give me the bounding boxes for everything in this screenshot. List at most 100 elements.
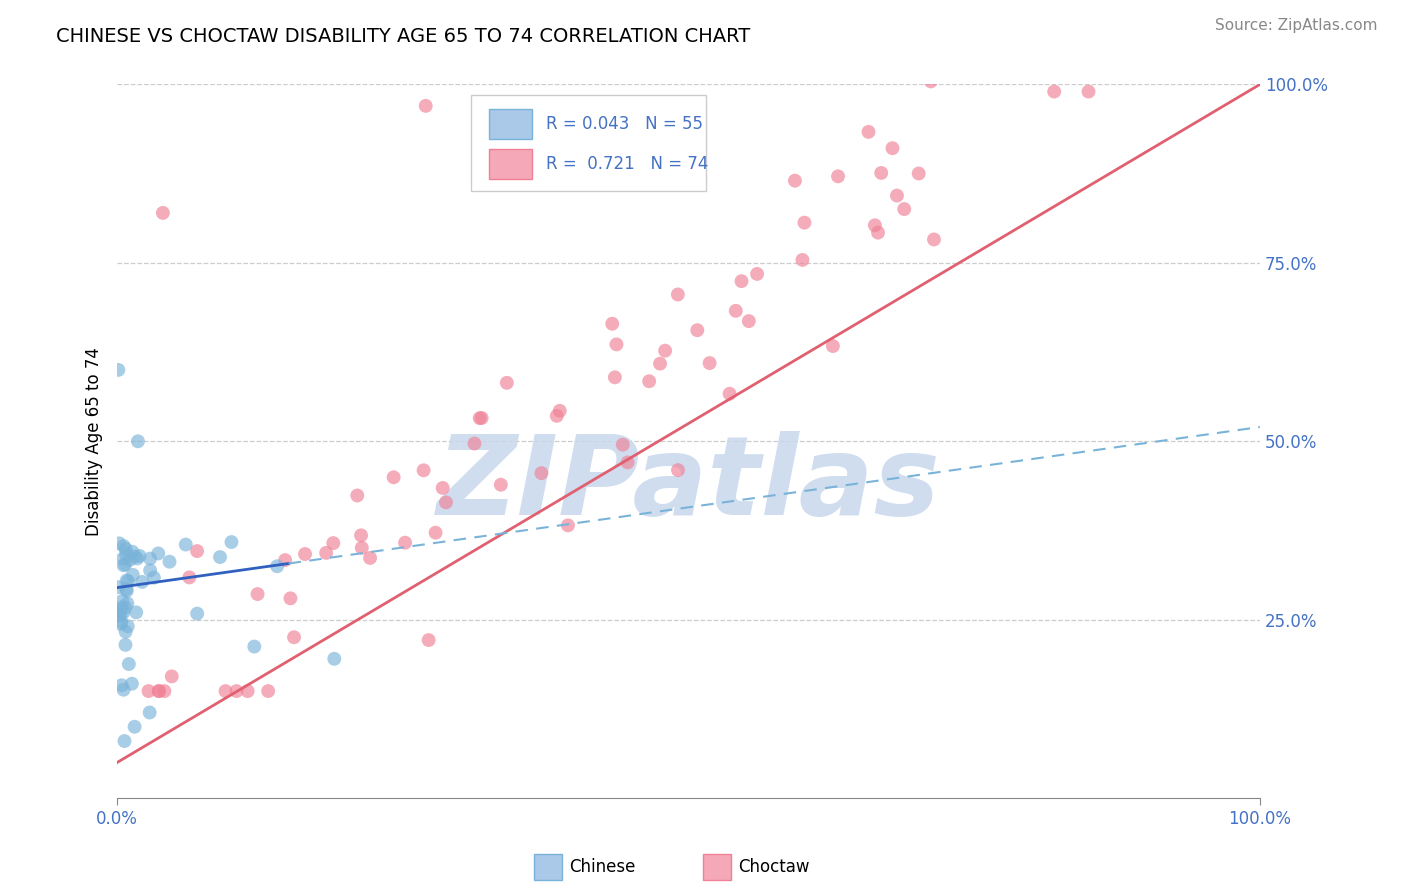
Point <box>858 125 880 139</box>
Point <box>718 386 741 401</box>
Point <box>266 559 288 574</box>
Point <box>148 684 170 698</box>
Point <box>745 267 768 281</box>
Point <box>153 684 176 698</box>
Point <box>110 603 132 617</box>
Point <box>110 678 132 692</box>
Point <box>115 548 138 562</box>
Point <box>882 141 904 155</box>
Point <box>792 252 814 267</box>
Point <box>111 594 134 608</box>
Point <box>114 624 136 639</box>
Point <box>148 546 170 560</box>
Text: ZIPatlas: ZIPatlas <box>437 431 941 538</box>
Point <box>546 409 568 423</box>
Point <box>394 535 416 549</box>
Point <box>322 536 344 550</box>
Point <box>350 541 373 555</box>
Point <box>323 652 346 666</box>
Point <box>186 544 208 558</box>
Point <box>557 518 579 533</box>
Point <box>117 619 139 633</box>
Point <box>638 374 661 388</box>
Point <box>724 303 747 318</box>
Point <box>112 558 135 573</box>
Point <box>179 570 201 584</box>
Point <box>110 615 132 629</box>
Point <box>600 317 623 331</box>
Point <box>699 356 721 370</box>
Point <box>110 608 132 623</box>
Point <box>112 551 135 566</box>
Point <box>783 174 806 188</box>
Point <box>280 591 302 606</box>
Point <box>530 466 553 480</box>
Point <box>616 455 638 469</box>
Point <box>418 633 440 648</box>
Text: Choctaw: Choctaw <box>738 858 810 876</box>
Text: Chinese: Chinese <box>569 858 636 876</box>
Point <box>274 553 297 567</box>
Point <box>121 567 143 582</box>
Point <box>121 677 143 691</box>
Point <box>112 682 135 697</box>
Point <box>112 606 135 620</box>
Point <box>115 582 138 596</box>
Point <box>666 463 689 477</box>
Point <box>382 470 405 484</box>
Point <box>221 535 243 549</box>
Point <box>127 434 149 449</box>
Point <box>730 274 752 288</box>
Point <box>138 706 160 720</box>
Point <box>654 343 676 358</box>
FancyBboxPatch shape <box>488 149 531 179</box>
Point <box>1043 85 1066 99</box>
Point <box>124 549 146 564</box>
Point <box>1077 85 1099 99</box>
Point <box>471 411 494 425</box>
Point <box>489 477 512 491</box>
Point <box>827 169 849 184</box>
Point <box>125 606 148 620</box>
Point <box>110 617 132 632</box>
Point <box>415 99 437 113</box>
Point <box>257 684 280 698</box>
Point <box>107 605 129 619</box>
Point <box>907 166 929 180</box>
Point <box>115 583 138 598</box>
Point <box>548 404 571 418</box>
Point <box>107 580 129 594</box>
Point <box>243 640 266 654</box>
Point <box>246 587 269 601</box>
Point <box>686 323 709 337</box>
Point <box>112 539 135 553</box>
Point <box>605 337 627 351</box>
Point <box>114 558 136 572</box>
Point <box>463 436 485 450</box>
Point <box>124 720 146 734</box>
Point <box>139 551 162 566</box>
Point <box>432 481 454 495</box>
Point <box>236 684 259 698</box>
Point <box>603 370 626 384</box>
Point <box>115 574 138 588</box>
Point <box>121 545 143 559</box>
Point <box>114 541 136 556</box>
Point <box>160 669 183 683</box>
Point <box>174 538 197 552</box>
Point <box>108 536 131 550</box>
Point <box>138 684 160 698</box>
Point <box>118 657 141 671</box>
Point <box>114 734 136 748</box>
Point <box>186 607 208 621</box>
Point <box>893 202 915 216</box>
Point <box>920 74 942 88</box>
Point <box>114 600 136 615</box>
Point <box>118 553 141 567</box>
Point <box>350 528 373 542</box>
Point <box>412 463 434 477</box>
Point <box>152 206 174 220</box>
Point <box>666 287 689 301</box>
Point <box>922 232 945 246</box>
Point <box>225 684 247 698</box>
